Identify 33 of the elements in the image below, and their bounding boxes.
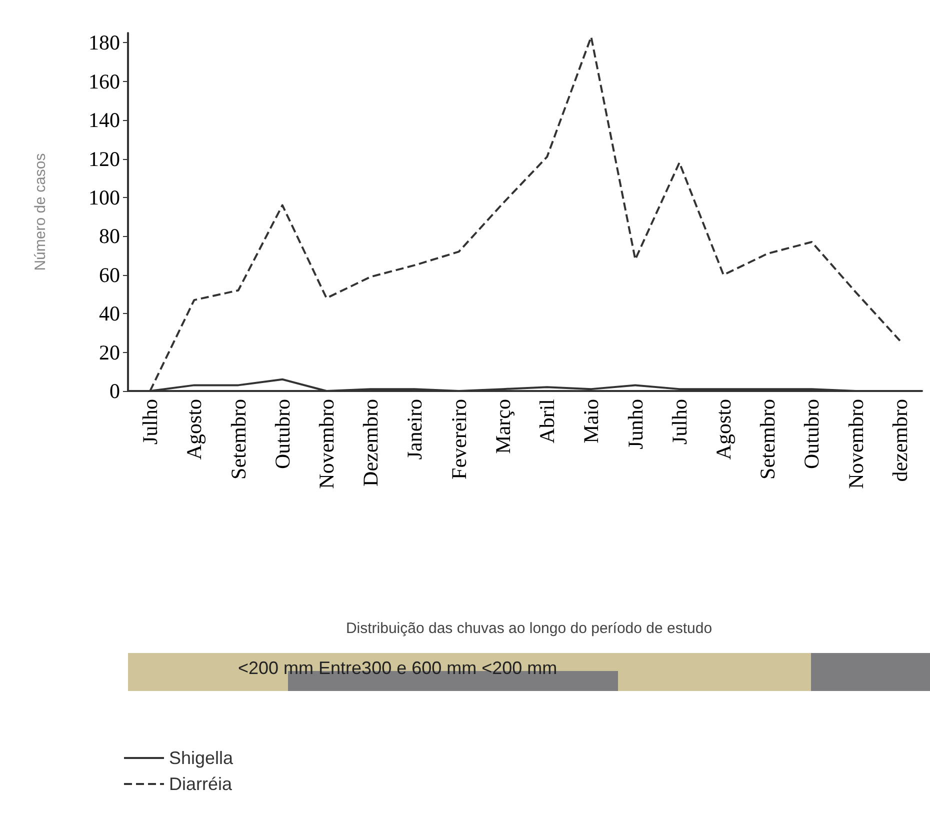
x-tick-label: dezembro: [888, 399, 912, 482]
x-tick-label: Fevereiro: [446, 399, 471, 480]
y-tick-label: 80: [99, 224, 120, 248]
x-tick-label: Outubro: [800, 399, 824, 469]
x-tick-label: Dezembro: [358, 399, 383, 486]
x-tick-label: Abril: [535, 398, 560, 444]
x-tick-label: Outubro: [270, 399, 294, 469]
x-tick-label: Junho: [623, 399, 648, 450]
legend-label: Diarréia: [169, 774, 234, 794]
x-tick-label: Agosto: [182, 399, 206, 460]
y-tick-label: 160: [88, 69, 120, 94]
legend-label: Shigella: [169, 748, 234, 768]
x-tick-label: Agosto: [712, 399, 736, 460]
y-tick-label: 180: [88, 30, 120, 55]
y-tick-label: 120: [88, 146, 120, 171]
x-tick-label: Setembro: [756, 399, 780, 480]
x-tick-label: Julho: [138, 399, 162, 445]
text: Distribuição das chuvas ao longo do período de estudo: [344, 620, 714, 637]
y-tick-label: 20: [99, 340, 120, 364]
y-tick-label: 60: [99, 262, 120, 287]
x-tick-label: Novembro: [314, 399, 338, 489]
y-axis-title: Número de casos: [32, 153, 49, 271]
y-tick-label: 140: [88, 108, 120, 132]
x-tick-label: Março: [490, 399, 515, 454]
x-tick-label: Setembro: [226, 399, 250, 480]
x-tick-label: Janeiro: [402, 399, 427, 460]
text: <200 mm Entre300 e 600 mm <200 mm: [238, 658, 558, 679]
y-tick-label: 0: [110, 379, 120, 403]
x-tick-label: Julho: [667, 399, 692, 445]
y-tick-label: 100: [88, 185, 120, 210]
x-tick-label: Maio: [579, 399, 604, 444]
y-tick-label: 40: [99, 302, 120, 326]
x-tick-label: Novembro: [844, 399, 868, 489]
